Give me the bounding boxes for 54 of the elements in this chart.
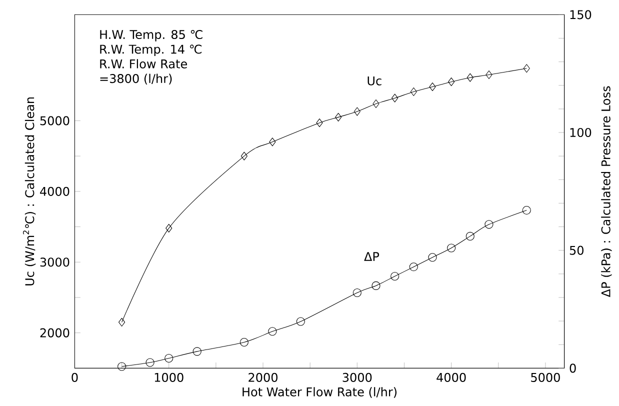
point (409, 262, 418, 272)
x-tick-label: 1000 (154, 373, 184, 382)
point (429, 82, 436, 92)
point (372, 282, 380, 290)
y-tick-label: 4000 (40, 187, 70, 196)
point (354, 107, 360, 116)
y2-tick-label: 100 (570, 128, 592, 138)
point (316, 118, 323, 128)
point (447, 244, 456, 252)
point (240, 152, 248, 161)
annotation: H.W. Temp. 85 ℃ (100, 30, 202, 42)
y2-tick-label: 150 (570, 10, 592, 20)
y2-axis-title: ΔP (kPa) : Calculated Pressure Loss (601, 86, 612, 298)
y2-tick-label: 0 (570, 364, 576, 373)
series-label: Uc (368, 76, 382, 86)
point (372, 100, 380, 108)
y-tick-label: 3000 (40, 258, 70, 267)
point (466, 232, 474, 241)
y-tick-label: 2000 (40, 328, 70, 338)
series-label: ΔP (364, 252, 380, 262)
point (486, 70, 492, 80)
point (118, 318, 126, 327)
x-tick-label: 4000 (436, 373, 466, 382)
point (164, 354, 174, 363)
annotation: R.W. Flow Rate (100, 59, 188, 69)
point (240, 338, 248, 347)
point (428, 253, 437, 262)
point (268, 327, 277, 336)
y2-tick-label: 50 (570, 246, 584, 256)
point (118, 362, 126, 372)
y-axis-title: Uc (W/m$^{2}$℃) : Calculated Clean (22, 98, 36, 286)
point (335, 113, 342, 122)
x-tick-label: 3000 (342, 373, 372, 382)
annotation: R.W. Temp. 14 ℃ (100, 44, 202, 56)
point (390, 272, 400, 281)
x-tick-label: 2000 (248, 373, 278, 382)
point (448, 78, 455, 86)
y-tick-label: 5000 (40, 116, 70, 126)
point (166, 224, 172, 233)
point (392, 94, 398, 103)
point (484, 220, 494, 229)
point (192, 347, 202, 356)
x-axis-title: Hot Water Flow Rate (l/hr) (242, 387, 397, 398)
point (523, 64, 530, 73)
point (146, 358, 154, 368)
point (410, 88, 417, 96)
x-tick-label: 5000 (531, 373, 560, 382)
point (352, 288, 362, 298)
point (466, 74, 474, 82)
point (522, 206, 531, 215)
point (296, 317, 305, 326)
x-tick-label: 0 (72, 373, 78, 382)
annotation: =3800 (l/hr) (100, 74, 172, 85)
point (269, 138, 276, 146)
